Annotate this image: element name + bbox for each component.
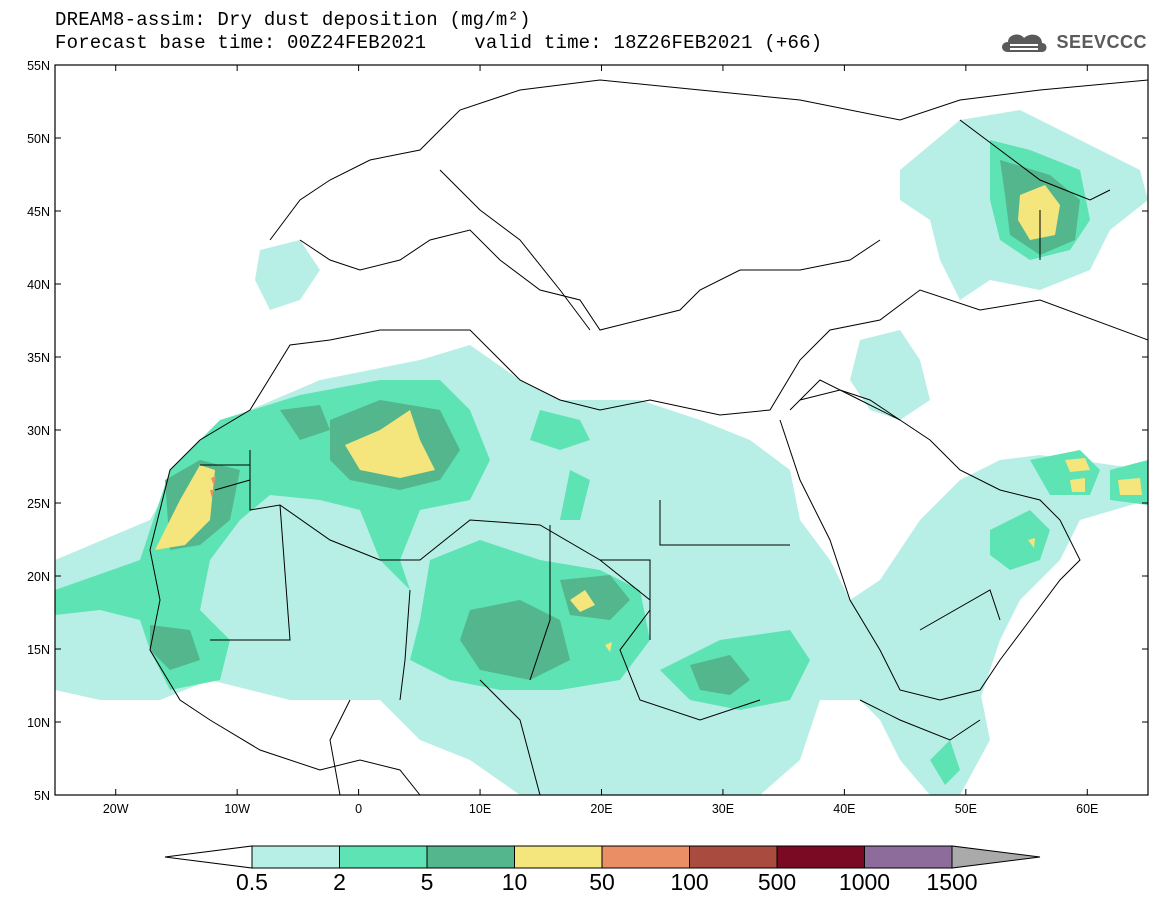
lat-tick-label: 15N bbox=[27, 643, 50, 657]
lon-tick-label: 10W bbox=[224, 802, 250, 816]
lat-tick-label: 50N bbox=[27, 132, 50, 146]
colorbar-swatch bbox=[251, 845, 340, 869]
colorbar-swatch bbox=[426, 845, 515, 869]
lat-tick-label: 30N bbox=[27, 424, 50, 438]
forecast-base-time: Forecast base time: 00Z24FEB2021 bbox=[55, 32, 427, 54]
dust-deposition-field bbox=[55, 79, 1148, 795]
lat-tick-label: 40N bbox=[27, 278, 50, 292]
colorbar-label: 2 bbox=[333, 869, 346, 895]
colorbar-label: 50 bbox=[589, 869, 615, 895]
colorbar-label: 0.5 bbox=[236, 869, 268, 895]
axis-ticks: 20W 10W 0 10E 20E 30E 40E 50E 60E 55N 50N 45N 40N 35N… bbox=[27, 59, 1148, 816]
colorbar-over-triangle bbox=[951, 845, 1041, 869]
colorbar-swatch bbox=[514, 845, 603, 869]
map-subtitle: Forecast base time: 00Z24FEB2021 valid ti… bbox=[55, 32, 822, 54]
lon-tick-label: 60E bbox=[1076, 802, 1098, 816]
lon-tick-label: 20W bbox=[103, 802, 129, 816]
lat-tick-label: 20N bbox=[27, 570, 50, 584]
colorbar-swatch bbox=[776, 845, 865, 869]
lat-tick-label: 25N bbox=[27, 497, 50, 511]
lat-tick-label: 55N bbox=[27, 59, 50, 73]
colorbar-label: 10 bbox=[502, 869, 528, 895]
colorbar-label: 500 bbox=[758, 869, 796, 895]
lon-tick-label: 10E bbox=[469, 802, 491, 816]
logo-text: SEEVCCC bbox=[1056, 31, 1147, 52]
colorbar-label: 100 bbox=[670, 869, 708, 895]
lat-tick-label: 35N bbox=[27, 351, 50, 365]
colorbar-label: 5 bbox=[421, 869, 434, 895]
coastlines-and-borders bbox=[149, 79, 1148, 795]
seevccc-logo: SEEVCCC bbox=[998, 27, 1147, 57]
deposition-level-50-100 bbox=[210, 476, 216, 498]
colorbar-swatch bbox=[339, 845, 428, 869]
valid-time: valid time: 18Z26FEB2021 (+66) bbox=[474, 32, 823, 54]
colorbar-swatch bbox=[689, 845, 778, 869]
colorbar-under-triangle bbox=[164, 845, 253, 869]
lon-tick-label: 50E bbox=[955, 802, 977, 816]
colorbar-swatch bbox=[864, 845, 953, 869]
lat-tick-label: 5N bbox=[34, 789, 50, 803]
map-title: DREAM8-assim: Dry dust deposition (mg/m²… bbox=[55, 9, 531, 31]
lon-tick-label: 0 bbox=[355, 802, 362, 816]
lat-tick-label: 45N bbox=[27, 205, 50, 219]
colorbar: 0.5 2 5 10 50 100 500 1000 1500 bbox=[164, 845, 1041, 895]
cloud-logo-icon bbox=[1002, 34, 1047, 52]
lon-tick-label: 30E bbox=[712, 802, 734, 816]
deposition-level-10-50 bbox=[155, 185, 1142, 652]
colorbar-label: 1000 bbox=[839, 869, 890, 895]
lon-tick-label: 20E bbox=[590, 802, 612, 816]
colorbar-label: 1500 bbox=[926, 869, 977, 895]
colorbar-swatch bbox=[601, 845, 690, 869]
lon-tick-label: 40E bbox=[833, 802, 855, 816]
lat-tick-label: 10N bbox=[27, 716, 50, 730]
